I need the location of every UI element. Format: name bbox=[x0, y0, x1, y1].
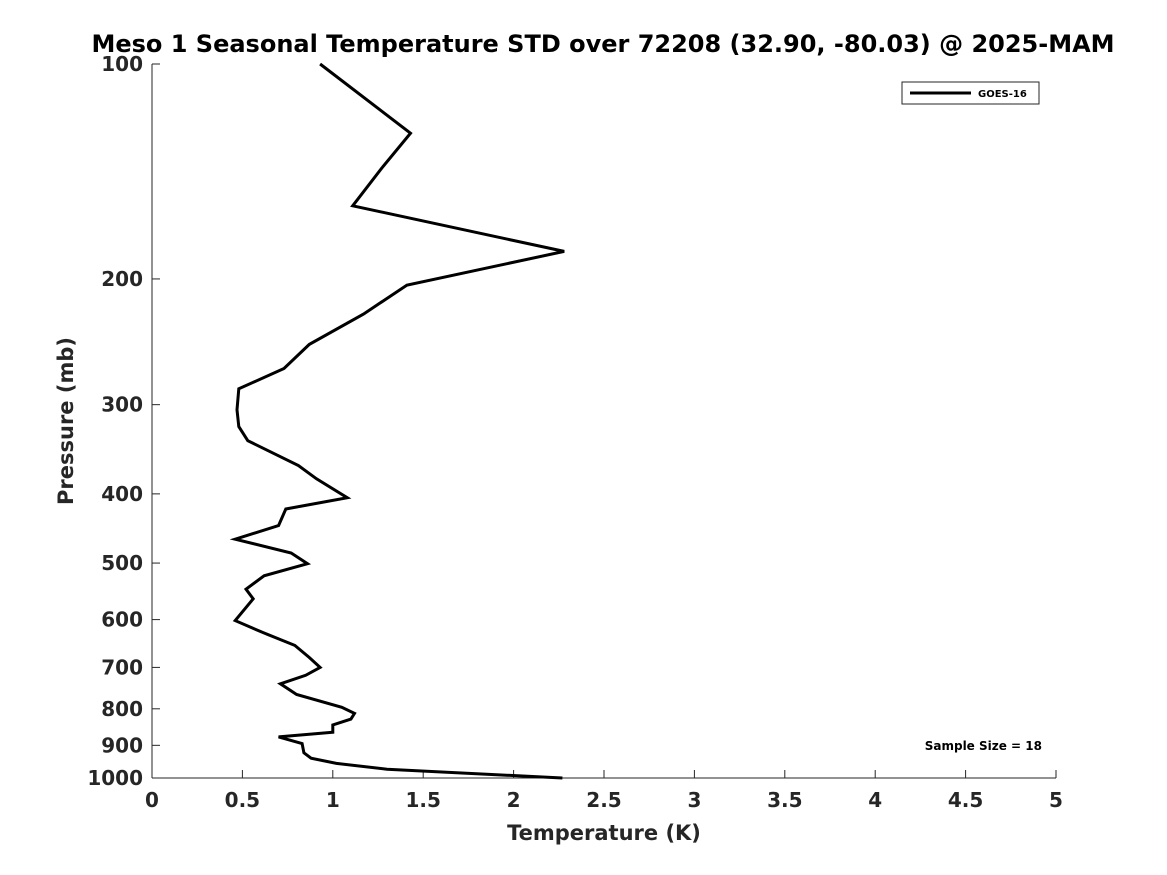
y-tick-label: 400 bbox=[101, 482, 143, 506]
chart-title: Meso 1 Seasonal Temperature STD over 722… bbox=[91, 30, 1114, 58]
x-tick-label: 4 bbox=[868, 788, 882, 812]
x-tick-label: 5 bbox=[1049, 788, 1063, 812]
legend: GOES-16 bbox=[901, 81, 1040, 105]
y-tick-label: 500 bbox=[101, 551, 143, 575]
y-tick-label: 100 bbox=[101, 52, 143, 76]
y-axis-label: Pressure (mb) bbox=[54, 337, 78, 505]
x-tick-label: 0 bbox=[145, 788, 159, 812]
y-tick-label: 1000 bbox=[87, 766, 143, 790]
series-line-goes-16 bbox=[229, 62, 565, 780]
x-axis-label: Temperature (K) bbox=[507, 821, 701, 845]
x-tick-label: 4.5 bbox=[948, 788, 983, 812]
series-layer bbox=[229, 62, 565, 780]
x-tick-label: 2 bbox=[507, 788, 521, 812]
x-tick-label: 3.5 bbox=[767, 788, 802, 812]
plot-area-frame bbox=[152, 64, 1056, 778]
x-axis-ticks: 0 0.5 1 1.5 2 2.5 3 3.5 4 4.5 5 bbox=[145, 770, 1063, 812]
x-tick-label: 1 bbox=[326, 788, 340, 812]
y-tick-label: 300 bbox=[101, 393, 143, 417]
plot-axes: 0 0.5 1 1.5 2 2.5 3 3.5 4 4.5 5 100 200 300 400 500 600… bbox=[87, 52, 1063, 812]
legend-label-goes-16: GOES-16 bbox=[978, 89, 1027, 100]
sample-size-annotation: Sample Size = 18 bbox=[925, 739, 1042, 753]
x-tick-label: 0.5 bbox=[225, 788, 260, 812]
x-tick-label: 1.5 bbox=[405, 788, 440, 812]
y-tick-label: 700 bbox=[101, 655, 143, 679]
y-tick-label: 200 bbox=[101, 267, 143, 291]
y-tick-label: 900 bbox=[101, 733, 143, 757]
x-tick-label: 2.5 bbox=[586, 788, 621, 812]
y-tick-label: 600 bbox=[101, 608, 143, 632]
y-tick-label: 800 bbox=[101, 697, 143, 721]
x-tick-label: 3 bbox=[687, 788, 701, 812]
y-axis-ticks: 100 200 300 400 500 600 700 800 900 1000 bbox=[87, 52, 160, 790]
